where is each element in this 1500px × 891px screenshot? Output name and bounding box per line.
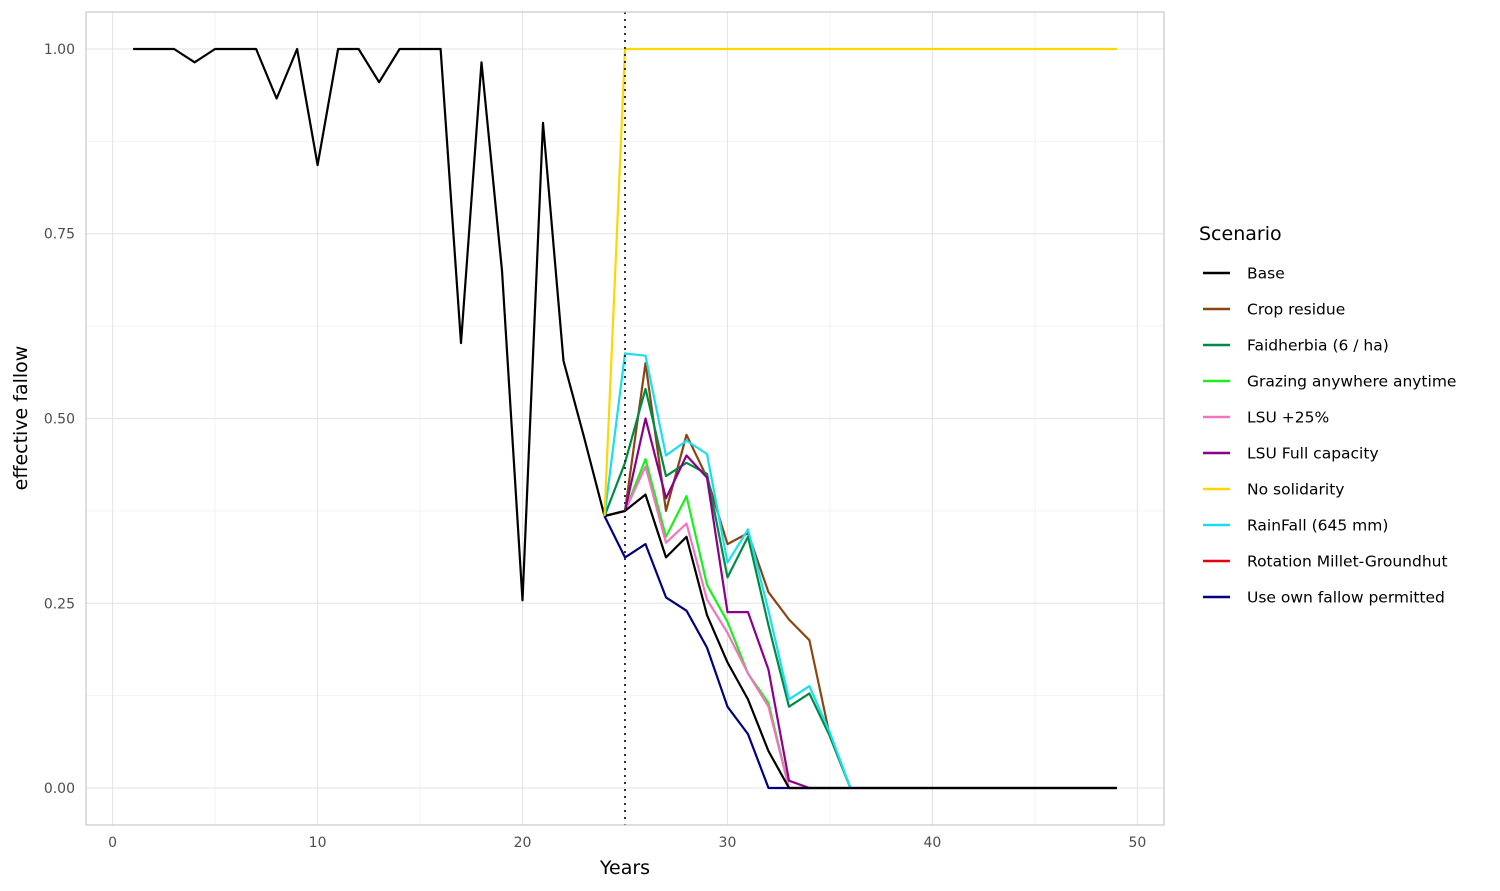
y-axis-ticks: 0.00 0.25 0.50 0.75 1.00 [44,42,75,797]
history-line [133,47,606,602]
y-tick-label: 0.50 [44,412,75,428]
y-axis-title: effective fallow [10,346,32,491]
series-line-3 [603,387,852,789]
series-line-2 [604,362,852,789]
legend-label: Faidherbia (6 / ha) [1247,337,1389,355]
legend-label: Rotation Millet-Groundhut [1247,553,1448,571]
legend-label: No solidarity [1247,481,1344,499]
series-lines [133,47,1117,790]
y-tick-label: 0.75 [44,227,75,243]
series-line-6 [604,417,810,790]
series-line-5 [604,465,791,789]
legend-label: Crop residue [1247,301,1345,319]
legend-label: Use own fallow permitted [1247,589,1445,607]
legend-label: LSU Full capacity [1247,445,1379,463]
legend-label: Base [1247,265,1285,283]
x-axis-title: Years [599,857,650,879]
x-tick-label: 30 [719,835,737,851]
series-line-1 [604,493,1117,790]
series-line-8 [603,352,852,789]
series-line-7 [603,47,1117,517]
plot-border [85,11,1165,826]
y-tick-label: 1.00 [44,42,75,58]
legend-title: Scenario [1199,223,1282,245]
x-tick-label: 0 [108,835,117,851]
legend-label: RainFall (645 mm) [1247,517,1388,535]
legend-label: Grazing anywhere anytime [1247,373,1456,391]
x-tick-label: 10 [309,835,327,851]
y-tick-label: 0.25 [44,596,75,612]
x-tick-label: 20 [514,835,532,851]
y-tick-label: 0.00 [44,781,75,797]
legend: Scenario Base Crop residue Faidherbia (6 /… [1199,223,1456,607]
x-axis-ticks: 0 10 20 30 40 50 [108,835,1146,851]
x-tick-label: 50 [1128,835,1146,851]
legend-label: LSU +25% [1247,409,1329,427]
x-tick-label: 40 [924,835,942,851]
